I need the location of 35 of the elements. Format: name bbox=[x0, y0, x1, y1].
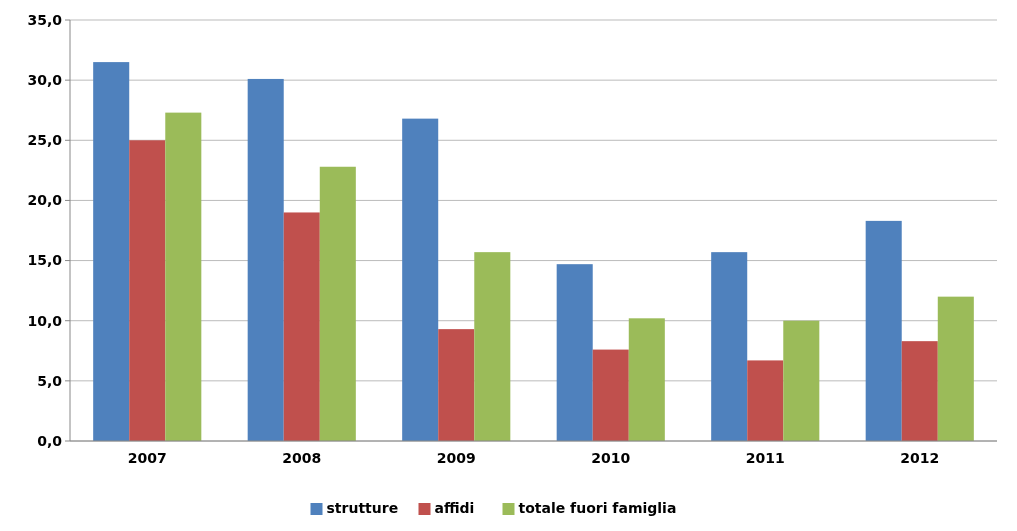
bar bbox=[711, 252, 748, 441]
y-tick-label: 0,0 bbox=[37, 432, 63, 449]
legend-label: affidi bbox=[434, 500, 475, 516]
legend-label: strutture bbox=[326, 500, 399, 516]
y-tick-label: 10,0 bbox=[27, 312, 63, 329]
bar bbox=[319, 166, 356, 441]
bar bbox=[474, 252, 511, 441]
bar bbox=[402, 118, 439, 441]
bar bbox=[783, 320, 820, 441]
x-tick-label: 2007 bbox=[127, 450, 167, 466]
legend-label: totale fuori famiglia bbox=[518, 500, 677, 516]
x-tick-label: 2011 bbox=[745, 450, 785, 466]
bar bbox=[556, 264, 593, 441]
bar bbox=[129, 140, 166, 441]
bar bbox=[165, 112, 202, 441]
bar bbox=[93, 62, 130, 441]
bar bbox=[865, 220, 902, 441]
bar bbox=[628, 318, 665, 441]
bar bbox=[247, 78, 284, 441]
x-tick-label: 2012 bbox=[900, 450, 940, 466]
x-tick-label: 2008 bbox=[282, 450, 322, 466]
bar bbox=[592, 349, 629, 441]
y-tick-label: 30,0 bbox=[27, 72, 63, 89]
x-tick-label: 2009 bbox=[436, 450, 476, 466]
bar bbox=[438, 329, 475, 441]
y-tick-label: 25,0 bbox=[27, 132, 63, 149]
bar bbox=[283, 212, 320, 441]
bar bbox=[747, 360, 784, 441]
y-tick-label: 15,0 bbox=[27, 252, 63, 269]
y-tick-label: 20,0 bbox=[27, 192, 63, 209]
bar bbox=[937, 296, 974, 441]
y-tick-label: 5,0 bbox=[37, 372, 63, 389]
y-tick-label: 35,0 bbox=[27, 11, 63, 28]
x-tick-label: 2010 bbox=[591, 450, 631, 466]
bar bbox=[901, 341, 938, 441]
